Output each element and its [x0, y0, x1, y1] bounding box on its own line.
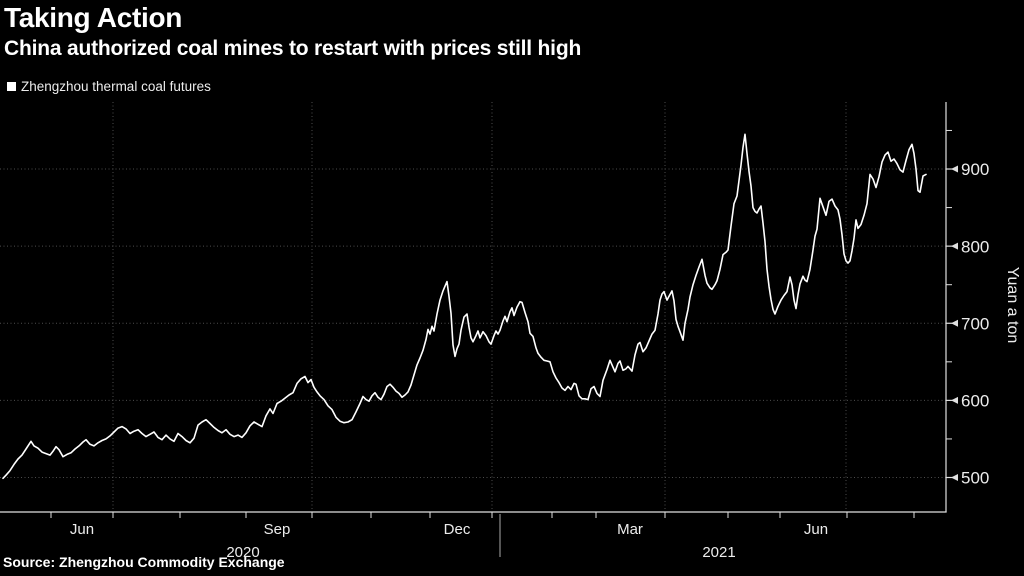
- price-line: [2, 133, 927, 480]
- source-attribution: Source: Zhengzhou Commodity Exchange: [3, 554, 285, 570]
- x-axis-month-label: Jun: [70, 521, 94, 538]
- legend-square-marker-icon: [7, 82, 16, 91]
- x-axis-year-label: 2021: [702, 544, 735, 561]
- y-axis-tick-label: 800: [961, 237, 989, 256]
- price-line-group: [2, 133, 927, 480]
- y-tick-arrow-icon: [951, 396, 958, 404]
- y-axis-tick-label: 600: [961, 392, 989, 411]
- y-tick-arrow-icon: [951, 242, 958, 250]
- legend: Zhengzhou thermal coal futures: [7, 79, 211, 94]
- y-tick-arrow-icon: [951, 165, 958, 173]
- gridlines: [0, 102, 946, 510]
- axis-labels: 500 600 700 800 900 Jun Sep Dec Mar Jun 2020 2021 Yu…: [70, 160, 1021, 561]
- x-axis-year-label: 2020: [226, 544, 259, 561]
- y-axis-tick-label: 900: [961, 160, 989, 179]
- chart-subtitle: China authorized coal mines to restart w…: [4, 37, 582, 60]
- y-axis-tick-label: 700: [961, 314, 989, 333]
- y-axis-tick-label: 500: [961, 469, 989, 488]
- x-axis-month-label: Jun: [804, 521, 828, 538]
- x-axis-month-label: Sep: [264, 521, 291, 538]
- page-title: Taking Action: [4, 2, 183, 33]
- axes: [0, 102, 947, 557]
- axis-ticks: [50, 129, 958, 518]
- x-axis-month-label: Dec: [444, 521, 471, 538]
- y-tick-arrow-icon: [951, 474, 958, 481]
- legend-label: Zhengzhou thermal coal futures: [21, 79, 211, 94]
- y-tick-arrow-icon: [951, 319, 958, 327]
- y-axis-title: Yuan a ton: [1004, 267, 1021, 344]
- x-axis-month-label: Mar: [617, 521, 643, 538]
